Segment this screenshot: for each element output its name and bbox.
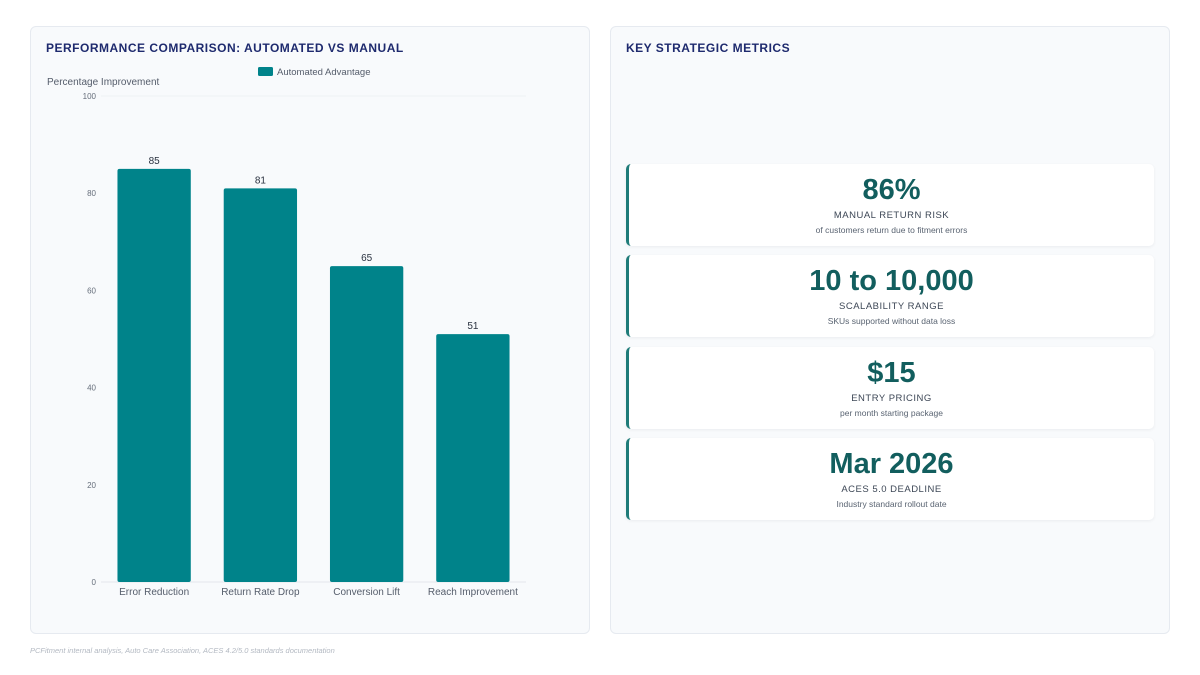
- legend-label: Automated Advantage: [277, 67, 371, 78]
- metric-label: ACES 5.0 DEADLINE: [841, 484, 942, 495]
- legend-swatch: [258, 67, 273, 76]
- metric-description: per month starting package: [839, 408, 943, 418]
- y-tick-label: 20: [87, 481, 96, 490]
- metrics-panel: KEY STRATEGIC METRICS 86% MANUAL RETURN …: [610, 26, 1170, 634]
- metric-card-return-risk: 86% MANUAL RETURN RISK of customers retu…: [626, 164, 1154, 246]
- bar-value-label: 51: [467, 321, 479, 332]
- y-axis-title: Percentage Improvement: [47, 77, 160, 88]
- bar: [117, 168, 191, 582]
- y-tick-label: 0: [92, 578, 97, 587]
- metric-label: MANUAL RETURN RISK: [833, 210, 950, 221]
- x-tick-label: Error Reduction: [119, 587, 189, 598]
- metric-description: Industry standard rollout date: [836, 499, 947, 509]
- bar: [436, 334, 510, 582]
- y-tick-label: 100: [83, 92, 97, 101]
- metric-card-deadline: Mar 2026 ACES 5.0 DEADLINE Industry stan…: [626, 438, 1154, 520]
- y-tick-label: 40: [87, 384, 96, 393]
- chart-panel: PERFORMANCE COMPARISON: AUTOMATED VS MAN…: [30, 26, 590, 634]
- metrics-title: KEY STRATEGIC METRICS: [626, 41, 791, 55]
- metric-description: SKUs supported without data loss: [827, 316, 956, 326]
- bar-value-label: 85: [149, 156, 161, 167]
- y-tick-label: 80: [87, 189, 96, 198]
- metric-value: 10 to 10,000: [809, 265, 974, 297]
- bar: [223, 188, 298, 582]
- metric-card-scalability: 10 to 10,000 SCALABILITY RANGE SKUs supp…: [626, 255, 1154, 337]
- metric-card-pricing: $15 ENTRY PRICING per month starting pac…: [626, 347, 1154, 429]
- x-tick-label: Reach Improvement: [428, 587, 518, 598]
- metric-value: 86%: [862, 174, 921, 206]
- bar-chart: Percentage Improvement Automated Advantag…: [47, 67, 526, 598]
- y-tick-label: 60: [87, 286, 96, 295]
- metric-value: Mar 2026: [829, 448, 954, 480]
- bar-value-label: 65: [361, 253, 373, 264]
- metric-label: SCALABILITY RANGE: [839, 301, 944, 312]
- x-tick-label: Return Rate Drop: [221, 587, 300, 598]
- x-tick-label: Conversion Lift: [333, 587, 400, 598]
- bar-value-label: 81: [255, 175, 267, 186]
- metric-description: of customers return due to fitment error…: [815, 225, 968, 235]
- source-note: PCFitment internal analysis, Auto Care A…: [30, 646, 335, 655]
- bar: [329, 266, 404, 582]
- metric-label: ENTRY PRICING: [851, 393, 932, 404]
- metric-value: $15: [867, 357, 916, 389]
- chart-title: PERFORMANCE COMPARISON: AUTOMATED VS MAN…: [46, 41, 404, 55]
